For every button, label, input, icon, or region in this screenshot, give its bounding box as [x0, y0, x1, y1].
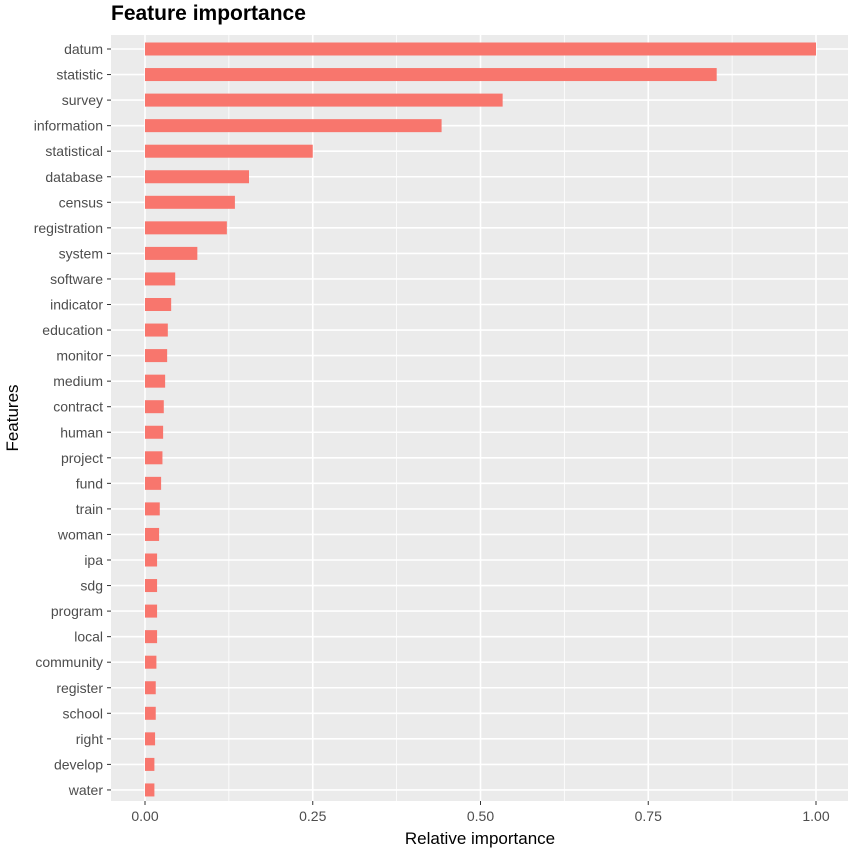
x-tick-label: 0.50	[467, 808, 494, 824]
x-tick-label: 0.00	[131, 808, 158, 824]
bar-human	[145, 425, 164, 439]
bar-system	[145, 246, 198, 260]
bar-fund	[145, 476, 162, 490]
y-tick-label: register	[56, 680, 103, 696]
bar-woman	[145, 527, 160, 541]
bar-statistic	[145, 68, 717, 82]
y-tick-label: contract	[53, 399, 103, 415]
y-tick-label: census	[59, 194, 103, 210]
bar-datum	[145, 42, 816, 56]
bar-survey	[145, 93, 503, 107]
bar-register	[145, 681, 156, 695]
bar-sdg	[145, 579, 158, 593]
y-tick-label: monitor	[56, 348, 103, 364]
x-tick-label: 0.75	[635, 808, 662, 824]
y-tick-label: water	[68, 782, 104, 798]
y-tick-label: school	[63, 705, 103, 721]
chart-title: Feature importance	[111, 2, 306, 25]
y-tick-label: woman	[57, 526, 103, 542]
y-tick-label: statistical	[45, 143, 103, 159]
y-tick-label: system	[59, 245, 103, 261]
y-tick-label: database	[45, 169, 103, 185]
y-axis: datum statistic survey information statistic…	[34, 41, 111, 798]
bar-census	[145, 195, 235, 209]
bar-monitor	[145, 349, 168, 363]
bar-train	[145, 502, 160, 516]
y-tick-label: train	[76, 501, 103, 517]
bar-develop	[145, 757, 155, 771]
y-tick-label: statistic	[56, 67, 103, 83]
x-tick-label: 0.25	[299, 808, 326, 824]
y-tick-label: community	[35, 654, 103, 670]
bar-registration	[145, 221, 227, 235]
bar-community	[145, 655, 157, 669]
bar-local	[145, 630, 158, 644]
bar-school	[145, 706, 156, 720]
plot-panel	[111, 35, 848, 801]
minor-gridlines	[228, 35, 733, 801]
bar-program	[145, 604, 158, 618]
y-tick-label: datum	[64, 41, 103, 57]
x-axis-title: Relative importance	[405, 829, 555, 848]
y-tick-label: program	[51, 603, 103, 619]
bar-education	[145, 323, 168, 337]
bar-contract	[145, 400, 164, 414]
y-tick-label: software	[50, 271, 103, 287]
bar-ipa	[145, 553, 158, 567]
y-tick-label: local	[74, 629, 103, 645]
bar-statistical	[145, 144, 313, 158]
y-tick-label: develop	[54, 756, 103, 772]
bar-medium	[145, 374, 166, 388]
y-tick-label: information	[34, 118, 103, 134]
y-tick-label: right	[76, 731, 103, 747]
bar-database	[145, 170, 250, 184]
bars	[145, 42, 816, 797]
bar-indicator	[145, 298, 172, 311]
y-tick-label: project	[61, 450, 103, 466]
y-tick-label: medium	[53, 373, 103, 389]
bar-project	[145, 451, 163, 465]
x-tick-label: 1.00	[802, 808, 829, 824]
y-tick-label: human	[60, 424, 103, 440]
y-tick-label: registration	[34, 220, 103, 236]
x-axis: 0.00 0.25 0.50 0.75 1.00	[131, 801, 830, 824]
y-tick-label: indicator	[50, 297, 103, 313]
y-tick-label: sdg	[80, 578, 103, 594]
y-tick-label: ipa	[84, 552, 103, 568]
y-axis-title: Features	[3, 384, 22, 451]
bar-software	[145, 272, 176, 286]
bar-water	[145, 783, 155, 797]
bar-information	[145, 119, 442, 133]
bar-right	[145, 732, 156, 746]
y-tick-label: fund	[76, 475, 103, 491]
y-tick-label: education	[42, 322, 103, 338]
y-tick-label: survey	[62, 92, 103, 108]
